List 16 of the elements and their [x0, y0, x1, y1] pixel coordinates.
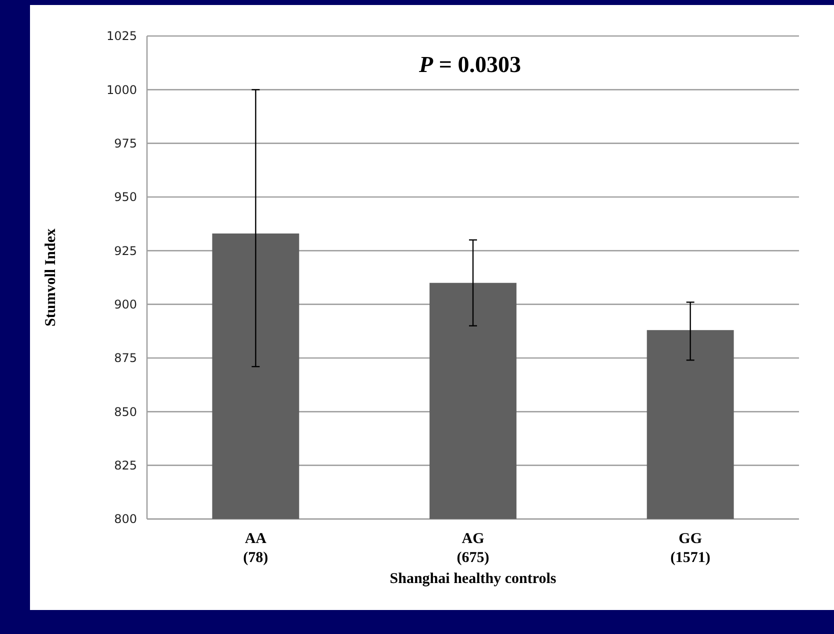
- y-tick-label: 1025: [106, 29, 137, 44]
- x-tick-label: AG (675): [456, 531, 490, 566]
- y-tick-label: 875: [114, 351, 137, 366]
- y-tick-label: 800: [114, 512, 137, 526]
- y-tick-label: 1000: [106, 82, 137, 97]
- y-tick-label: 900: [114, 298, 137, 312]
- annotation: P = 0.0303: [418, 52, 521, 77]
- y-tick-label: 925: [114, 244, 137, 258]
- y-tick-label: 975: [114, 136, 137, 151]
- y-tick-label: 850: [114, 404, 137, 419]
- x-tick-label: AA (78): [243, 531, 268, 566]
- x-tick-label: GG (1571): [670, 531, 710, 566]
- y-axis-title: Stumvoll Index: [43, 228, 59, 326]
- y-tick-label: 950: [114, 190, 137, 204]
- x-axis-title: Shanghai healthy controls: [390, 571, 556, 587]
- y-tick-label: 825: [114, 458, 137, 473]
